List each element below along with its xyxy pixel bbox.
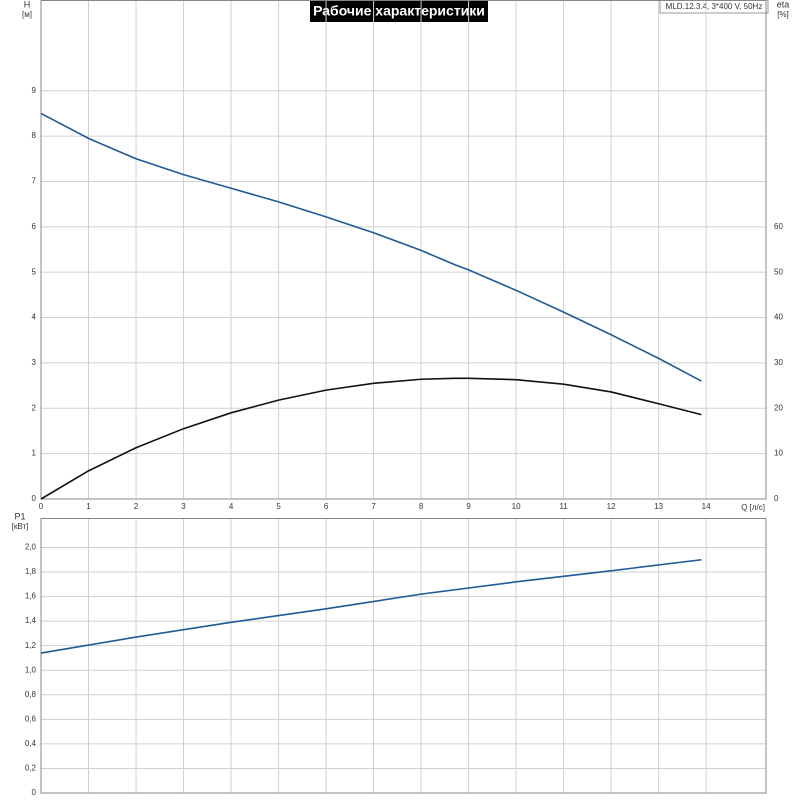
data-line [40, 377, 702, 500]
x-tick-label: 4 [229, 502, 234, 511]
y2-tick-label: 60 [774, 222, 783, 231]
x-axis-label: Q [л/с] [741, 503, 765, 512]
y-tick-label: 8 [32, 131, 37, 140]
y2-tick-label: 0 [774, 494, 779, 503]
data-line [40, 558, 702, 654]
x-tick-label: 11 [559, 502, 568, 511]
y-tick-label: 1,2 [25, 641, 37, 650]
x-tick-label: 3 [181, 502, 186, 511]
title-box [310, 1, 488, 22]
x-tick-label: 14 [702, 502, 711, 511]
y-axis-unit: [м] [22, 10, 32, 19]
y-tick-label: 0 [32, 494, 37, 503]
plot-frame [40, 518, 767, 794]
y-tick-label: 1,6 [25, 592, 37, 601]
y2-axis-unit: [%] [777, 10, 789, 19]
x-tick-label: 10 [512, 502, 521, 511]
chart-title: Рабочие характеристики [313, 3, 485, 19]
y-tick-label: 0,6 [25, 714, 37, 723]
y-axis-label: H [24, 0, 31, 9]
x-tick-label: 2 [134, 502, 139, 511]
y-tick-label: 6 [32, 222, 37, 231]
y-tick-label: 1,8 [25, 567, 37, 576]
y-tick-label: 2,0 [25, 543, 37, 552]
info-box [659, 0, 769, 14]
x-tick-label: 0 [39, 502, 44, 511]
y2-tick-label: 50 [774, 267, 783, 276]
data-line [40, 112, 702, 382]
x-tick-label: 13 [654, 502, 663, 511]
y2-tick-label: 20 [774, 403, 783, 412]
x-tick-label: 9 [466, 502, 471, 511]
y-tick-label: 9 [32, 86, 37, 95]
x-tick-label: 5 [276, 502, 281, 511]
y2-axis-label: eta [777, 0, 790, 9]
x-tick-label: 12 [607, 502, 616, 511]
y2-tick-label: 30 [774, 358, 783, 367]
y-tick-label: 1 [32, 449, 37, 458]
x-tick-label: 7 [371, 502, 376, 511]
y-tick-label: 4 [32, 313, 37, 322]
y-tick-label: 1,4 [25, 616, 37, 625]
plot-frame [40, 0, 767, 500]
x-tick-label: 8 [419, 502, 424, 511]
y-axis-label: P1 [14, 511, 25, 521]
y-tick-label: 5 [32, 267, 37, 276]
y-tick-label: 0 [32, 788, 37, 797]
y-tick-label: 0,2 [25, 764, 37, 773]
y2-tick-label: 40 [774, 313, 783, 322]
y-tick-label: 3 [32, 358, 37, 367]
y-tick-label: 2 [32, 403, 37, 412]
y-axis-unit: [кВт] [12, 522, 29, 531]
y2-tick-label: 10 [774, 449, 783, 458]
y-tick-label: 7 [32, 177, 37, 186]
y-tick-label: 0,8 [25, 690, 37, 699]
x-tick-label: 6 [324, 502, 329, 511]
y-tick-label: 0,4 [25, 739, 37, 748]
y-tick-label: 1,0 [25, 665, 37, 674]
x-tick-label: 1 [86, 502, 91, 511]
info-label: MLD.12.3.4, 3*400 V, 50Hz [666, 2, 763, 11]
